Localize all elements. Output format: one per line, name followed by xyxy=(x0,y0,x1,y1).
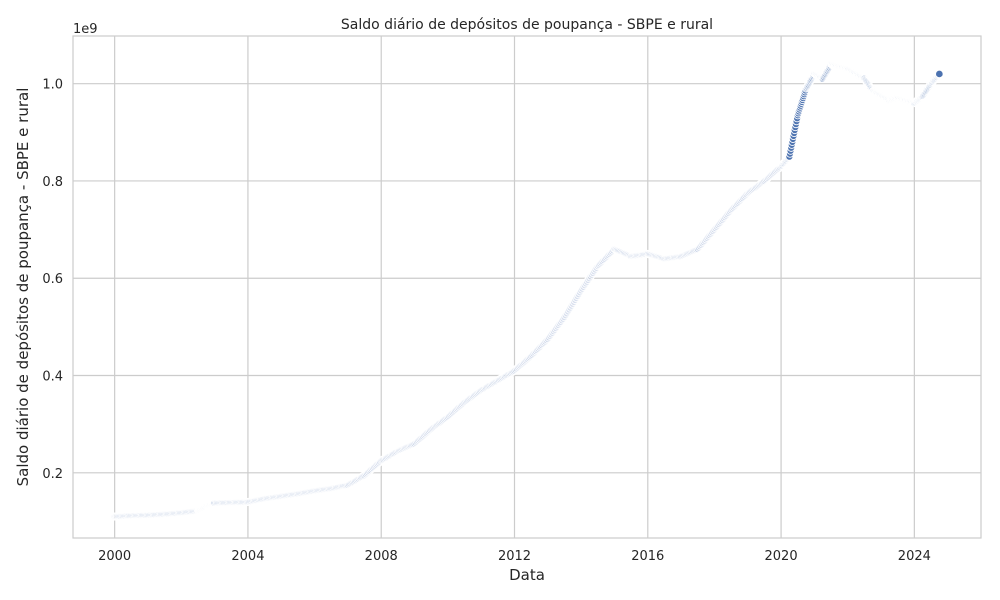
y-axis-title: Saldo diário de depósitos de poupança - … xyxy=(14,88,32,487)
data-points xyxy=(110,60,944,521)
x-tick-label: 2000 xyxy=(98,549,131,564)
y-offset-label: 1e9 xyxy=(73,22,98,37)
y-tick-labels: 0.2 0.4 0.6 0.8 1.0 xyxy=(42,78,63,482)
y-tick-label: 0.4 xyxy=(42,370,63,385)
y-tick-label: 0.6 xyxy=(42,272,63,287)
x-tick-label: 2020 xyxy=(765,549,798,564)
data-point xyxy=(935,69,944,79)
gridlines xyxy=(73,36,981,538)
x-tick-label: 2016 xyxy=(631,549,664,564)
x-tick-labels: 2000 2004 2008 2012 2016 2020 2024 xyxy=(98,549,931,564)
x-tick-label: 2012 xyxy=(498,549,531,564)
x-tick-label: 2004 xyxy=(231,549,264,564)
chart-title: Saldo diário de depósitos de poupança - … xyxy=(341,17,713,33)
x-axis-title: Data xyxy=(509,566,545,584)
y-tick-label: 0.2 xyxy=(42,467,63,482)
plot-area-frame xyxy=(72,35,982,539)
y-tick-label: 0.8 xyxy=(42,175,63,190)
x-tick-label: 2008 xyxy=(365,549,398,564)
x-tick-label: 2024 xyxy=(898,549,931,564)
y-tick-label: 1.0 xyxy=(42,78,63,93)
